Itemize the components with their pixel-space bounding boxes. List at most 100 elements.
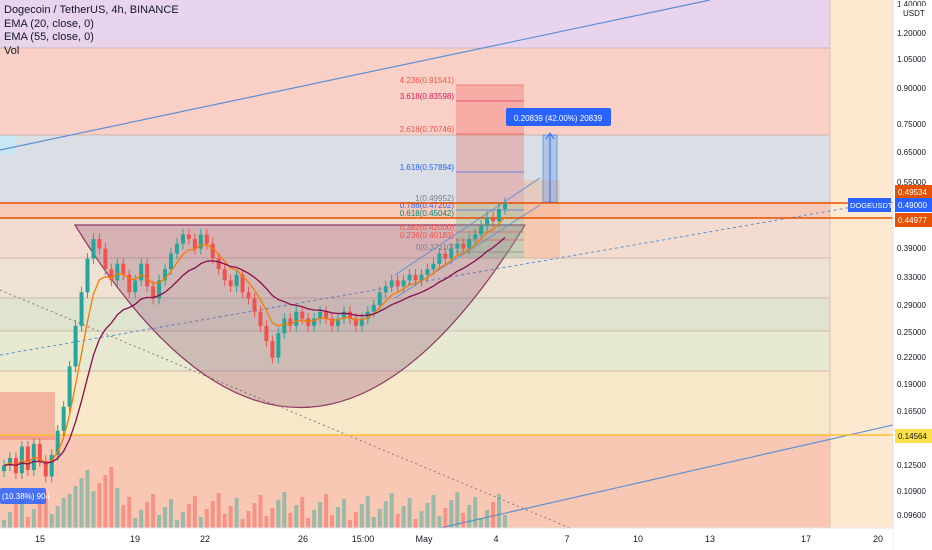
tag-support bbox=[895, 429, 932, 443]
volume-bar-31 bbox=[186, 504, 191, 528]
time-axis bbox=[0, 528, 893, 550]
candle-body-43 bbox=[258, 311, 263, 326]
volume-bar-21 bbox=[127, 497, 132, 528]
indicator-ema55[interactable]: EMA (55, close, 0) bbox=[4, 31, 94, 43]
candle-body-69 bbox=[413, 274, 418, 281]
indicator-volume[interactable]: Vol bbox=[4, 44, 20, 57]
volume-bar-83 bbox=[497, 494, 502, 528]
left-tag bbox=[0, 488, 46, 504]
currency-bg bbox=[900, 6, 926, 19]
volume-bar-10 bbox=[61, 498, 66, 528]
candle-body-52 bbox=[312, 318, 317, 326]
candle-body-62 bbox=[371, 305, 376, 312]
volume-bar-73 bbox=[437, 516, 442, 528]
volume-bar-2 bbox=[13, 504, 18, 528]
volume-bar-27 bbox=[163, 507, 168, 528]
candle-body-80 bbox=[479, 225, 484, 235]
volume-bar-53 bbox=[318, 502, 323, 528]
volume-bar-16 bbox=[97, 483, 102, 528]
mini-channel-top bbox=[394, 177, 541, 276]
candle-body-23 bbox=[139, 263, 144, 281]
volume-bar-1 bbox=[7, 512, 12, 528]
volume-bar-6 bbox=[37, 501, 42, 528]
candle-body-22 bbox=[133, 280, 138, 293]
candle-body-57 bbox=[341, 311, 346, 319]
volume-bar-49 bbox=[294, 505, 299, 528]
candle-body-4 bbox=[25, 446, 30, 471]
x-tick-label-5: May bbox=[415, 534, 433, 544]
volume-bar-80 bbox=[479, 518, 484, 528]
volume-bar-46 bbox=[276, 500, 281, 528]
fib-label-0: 4.236(0.91541) bbox=[400, 76, 455, 85]
volume-bar-22 bbox=[133, 518, 138, 528]
tag-current bbox=[895, 198, 932, 212]
volume-bar-66 bbox=[395, 514, 400, 528]
volume-bar-82 bbox=[491, 502, 496, 528]
volume-bars bbox=[2, 467, 507, 528]
volume-bar-25 bbox=[151, 494, 156, 528]
zone-grey bbox=[0, 135, 830, 202]
candle-body-32 bbox=[192, 239, 197, 249]
y-tick-label-4: 0.75000 bbox=[897, 120, 926, 129]
volume-bar-11 bbox=[67, 494, 72, 528]
volume-bar-77 bbox=[461, 513, 466, 528]
volume-bar-47 bbox=[282, 492, 287, 528]
volume-bar-52 bbox=[312, 510, 317, 528]
y-tick-label-3: 0.90000 bbox=[897, 84, 926, 93]
volume-bar-68 bbox=[407, 498, 412, 528]
zone-green bbox=[0, 298, 830, 331]
y-tick-label-17: 0.10900 bbox=[897, 487, 926, 496]
tag-symbol-text: DOGEUSDT bbox=[850, 201, 893, 210]
candle-body-42 bbox=[252, 298, 257, 312]
candle-body-10 bbox=[61, 406, 66, 431]
volume-bar-70 bbox=[419, 511, 424, 528]
candle-body-16 bbox=[97, 239, 102, 249]
candle-body-14 bbox=[85, 258, 90, 293]
y-tick-label-10: 0.29000 bbox=[897, 301, 926, 310]
volume-bar-8 bbox=[49, 514, 54, 528]
y-tick-label-9: 0.33000 bbox=[897, 273, 926, 282]
channel-upper-line bbox=[0, 0, 711, 151]
volume-bar-26 bbox=[157, 515, 162, 528]
zone-blue-corner bbox=[0, 135, 15, 155]
volume-bar-30 bbox=[180, 512, 185, 528]
measure-tooltip bbox=[506, 108, 611, 126]
candle-body-46 bbox=[276, 333, 281, 358]
zone-yellow bbox=[0, 371, 830, 435]
candle-body-64 bbox=[383, 286, 388, 293]
candle-body-60 bbox=[359, 318, 364, 326]
tag-current-text: 0.49000 bbox=[898, 201, 927, 210]
candle-body-78 bbox=[467, 239, 472, 249]
candle-body-8 bbox=[49, 455, 54, 477]
candle-body-74 bbox=[443, 253, 448, 259]
x-tick-label-10: 17 bbox=[801, 534, 811, 544]
volume-bar-29 bbox=[174, 520, 179, 528]
candle-body-75 bbox=[449, 248, 454, 259]
symbol-title[interactable]: Dogecoin / TetherUS, 4h, BINANCE bbox=[4, 4, 179, 16]
y-tick-label-12: 0.22000 bbox=[897, 353, 926, 362]
candle-body-48 bbox=[288, 318, 293, 326]
volume-bar-60 bbox=[359, 504, 364, 528]
indicator-ema20[interactable]: EMA (20, close, 0) bbox=[4, 17, 94, 30]
measure-tooltip-text: 0.20839 (42.00%) 20839 bbox=[514, 114, 603, 123]
ema55-line bbox=[3, 237, 506, 467]
candle-body-6 bbox=[37, 443, 42, 461]
volume-bar-20 bbox=[121, 505, 126, 528]
channel-lower-line bbox=[439, 424, 894, 529]
candle-body-55 bbox=[330, 318, 335, 326]
candle-body-9 bbox=[55, 430, 60, 456]
volume-bar-75 bbox=[449, 500, 454, 528]
candle-body-72 bbox=[431, 263, 436, 270]
volume-bar-58 bbox=[347, 520, 352, 528]
x-tick-label-0: 15 bbox=[35, 534, 45, 544]
candle-body-81 bbox=[485, 217, 490, 226]
candle-body-13 bbox=[79, 292, 84, 326]
candle-body-82 bbox=[491, 217, 496, 222]
volume-bar-72 bbox=[431, 495, 436, 528]
tag-support-text: 0.14564 bbox=[898, 432, 927, 441]
volume-bar-28 bbox=[169, 499, 173, 528]
candle-body-34 bbox=[204, 234, 209, 244]
volume-bar-4 bbox=[25, 517, 30, 528]
candle-body-21 bbox=[127, 274, 132, 293]
